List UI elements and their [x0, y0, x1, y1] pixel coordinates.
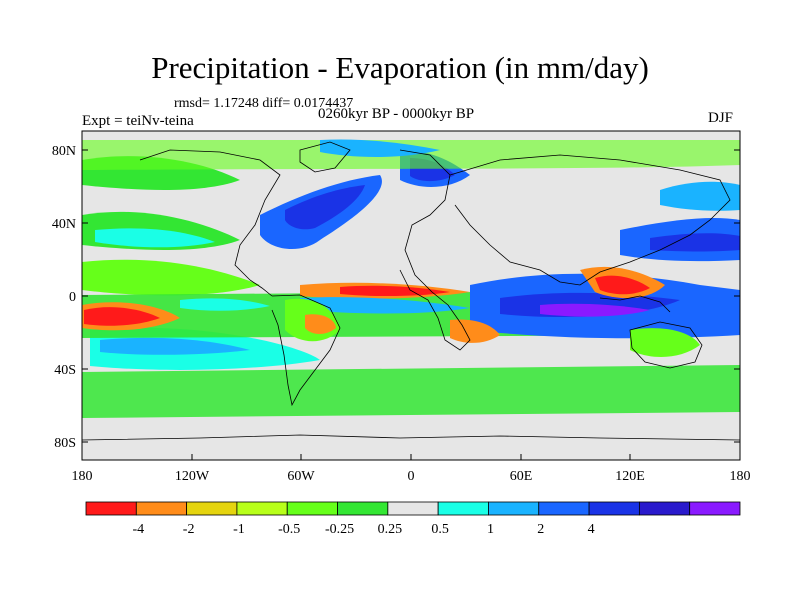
lon-tick-labels: 180 120W 60W 0 60E 120E 180 [72, 469, 751, 484]
lat-tick-marks [82, 149, 740, 443]
coastlines [82, 141, 740, 441]
colorbar-box-12 [689, 501, 741, 516]
lon-label-180e: 180 [730, 469, 751, 484]
lat-label-80n: 80N [52, 144, 76, 159]
lat-label-40s: 40S [54, 363, 76, 378]
colorbar-box-3 [236, 501, 288, 516]
stats-label: rmsd= 1.17248 diff= 0.0174437 [174, 96, 354, 111]
colorbar-box-5 [337, 501, 389, 516]
colorbar-box-0 [85, 501, 137, 516]
colorbar-label-7: 1 [487, 522, 494, 537]
lon-label-120w: 120W [175, 469, 210, 484]
colorbar-box-1 [135, 501, 188, 516]
plot-title: Precipitation - Evaporation (in mm/day) [151, 50, 649, 85]
colorbar-box-10 [588, 501, 640, 516]
colorbar-label-4: -0.25 [325, 522, 354, 537]
lon-label-180w: 180 [72, 469, 93, 484]
colorbar-label-1: -2 [183, 522, 195, 537]
lat-tick-labels: 80N 40N 0 40S 80S [52, 144, 76, 451]
colorbar-box-11 [638, 501, 691, 516]
season-label: DJF [708, 110, 734, 126]
colorbar-label-6: 0.5 [431, 522, 449, 537]
lat-label-80s: 80S [54, 436, 76, 451]
lon-label-60e: 60E [510, 469, 533, 484]
colorbar-box-9 [538, 501, 590, 516]
lon-tick-marks [81, 454, 741, 460]
lat-label-40n: 40N [52, 217, 76, 232]
lon-label-0: 0 [408, 469, 415, 484]
colorbar-box-8 [488, 501, 540, 516]
colorbar-label-2: -1 [233, 522, 245, 537]
colorbar-label-0: -4 [132, 522, 144, 537]
colorbar-label-5: 0.25 [378, 522, 403, 537]
colorbar-label-9: 4 [588, 522, 595, 537]
contour-field [82, 139, 740, 418]
colorbar-box-6 [387, 501, 439, 516]
lon-label-120e: 120E [615, 469, 645, 484]
experiment-label: Expt = teiNv-teina [82, 113, 194, 129]
colorbar-box-2 [186, 501, 238, 516]
lat-label-0: 0 [69, 290, 76, 305]
period-label: 0260kyr BP - 0000kyr BP [318, 106, 475, 122]
colorbar-label-8: 2 [537, 522, 544, 537]
colorbar-box-4 [286, 501, 338, 516]
lon-label-60w: 60W [287, 469, 315, 484]
colorbar: -4 -2 -1 -0.5 -0.25 0.25 0.5 1 2 4 [85, 501, 741, 537]
colorbar-box-7 [437, 501, 489, 516]
colorbar-label-3: -0.5 [278, 522, 300, 537]
